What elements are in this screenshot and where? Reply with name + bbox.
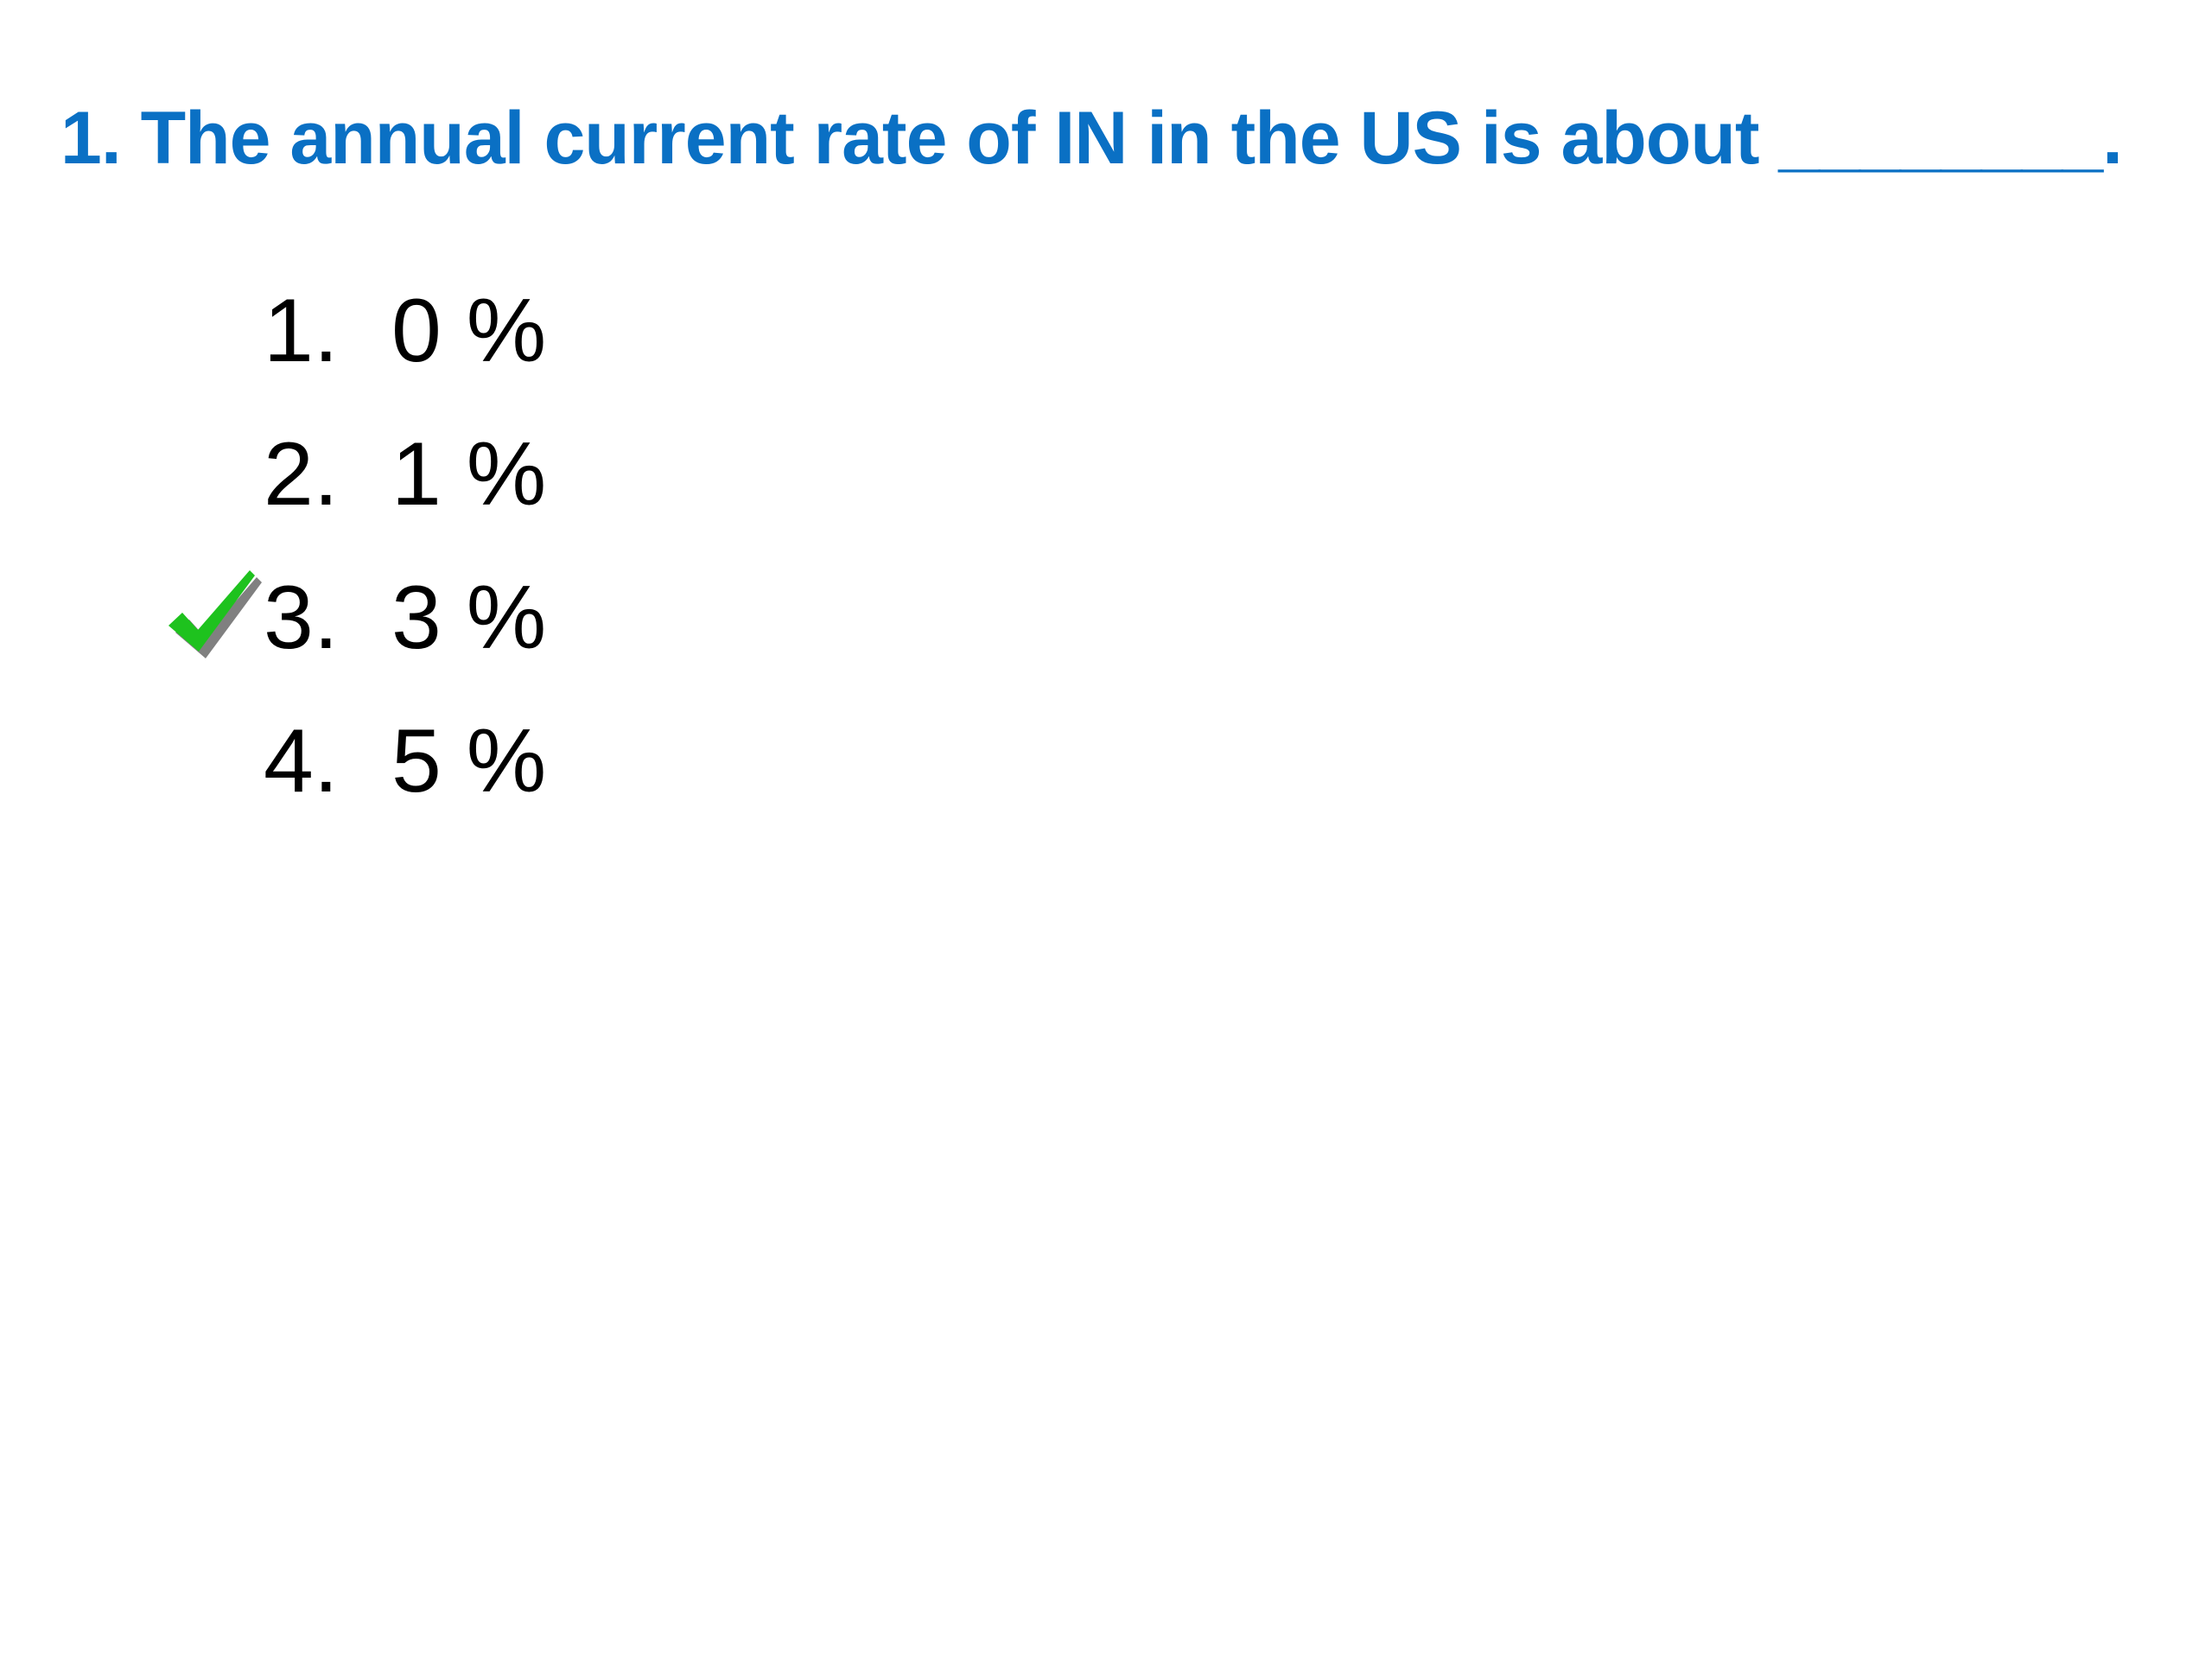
question-text: 1. The annual current rate of IN in the … [60, 97, 2123, 180]
answer-options: 1. 0 % 2. 1 % 3. 3 % 4. 5 % [168, 259, 547, 833]
checkmark-icon [168, 570, 262, 658]
option-number: 3. [264, 567, 339, 668]
option-number: 2. [264, 423, 339, 524]
answer-option-2: 2. 1 % [264, 403, 546, 546]
option-number: 4. [264, 710, 339, 811]
option-number: 1. [264, 280, 339, 381]
answer-option-4: 4. 5 % [264, 690, 546, 833]
option-text: 0 % [391, 280, 547, 381]
option-text: 5 % [391, 710, 547, 811]
option-text: 1 % [391, 423, 547, 524]
option-text: 3 % [391, 567, 547, 668]
answer-option-1: 1. 0 % [264, 259, 546, 403]
answer-option-3: 3. 3 % [168, 546, 547, 690]
